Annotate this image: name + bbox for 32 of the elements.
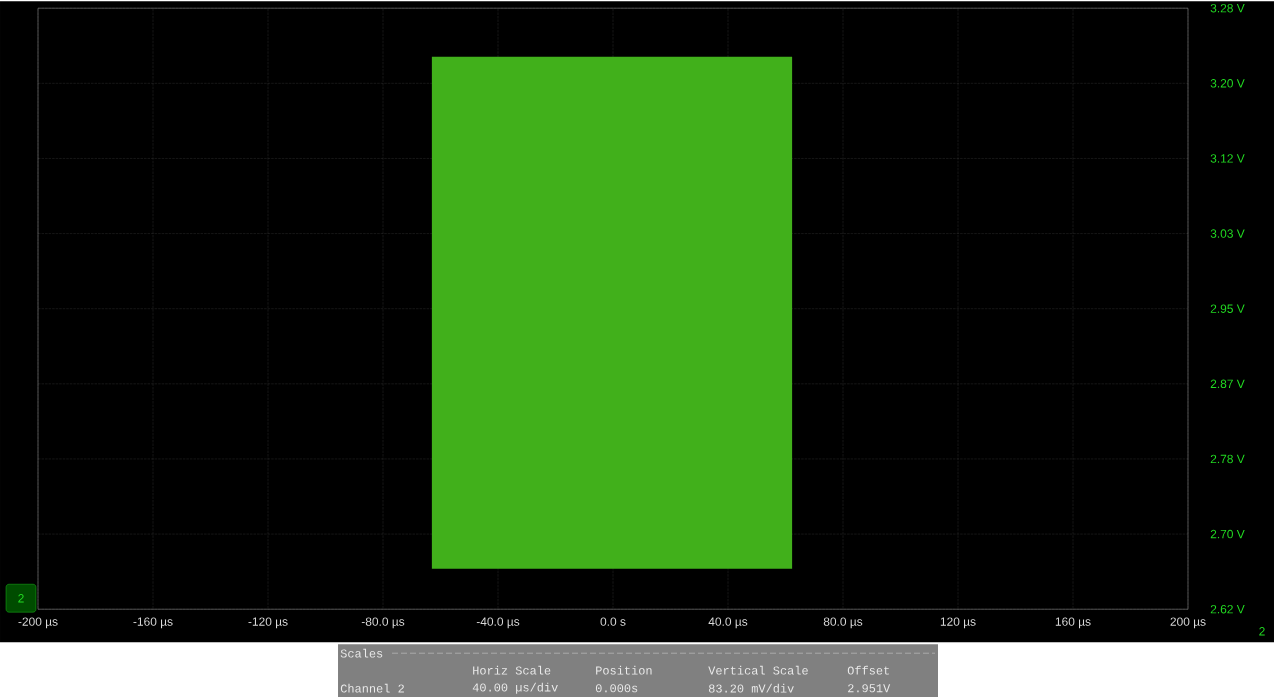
text: Horiz Scale — [473, 665, 551, 675]
y-tick-label: 2.70 V — [1210, 529, 1245, 539]
y-tick-label: 2.95 V — [1210, 304, 1245, 313]
x-tick-label: -160 µs — [133, 617, 173, 629]
text: Scales — [340, 648, 383, 658]
text: 40.00 µs/div — [472, 682, 558, 694]
y-tick-label: 3.28 V — [1210, 3, 1245, 13]
y-tick-label: 3.20 V — [1210, 79, 1245, 88]
text: Position — [596, 665, 652, 675]
x-tick-label: -40.0 µs — [476, 617, 520, 629]
text: Offset — [847, 665, 890, 675]
text: 0.000s — [595, 684, 638, 693]
x-tick-label: 160 µs — [1055, 617, 1091, 629]
y-tick-label: 2.87 V — [1210, 379, 1245, 388]
y-tick-label: 3.03 V — [1210, 229, 1245, 238]
x-tick-label: -80.0 µs — [361, 617, 405, 629]
y-tick-label: 3.12 V — [1210, 154, 1245, 163]
x-tick-label: -200 µs — [18, 617, 58, 629]
text: 2.951V — [848, 684, 891, 693]
text: 2 — [1259, 626, 1265, 636]
text: 2 — [18, 593, 24, 603]
x-tick-label: 120 µs — [940, 617, 976, 629]
x-tick-label: 200 µs — [1170, 617, 1206, 629]
text: Channel 2 — [340, 683, 404, 693]
x-tick-label: -120 µs — [248, 617, 288, 629]
x-tick-label: 0.0 s — [600, 617, 626, 626]
text: 83.20 mV/div — [708, 683, 794, 693]
x-tick-label: 40.0 µs — [708, 617, 748, 629]
text: Vertical Scale — [708, 665, 808, 675]
y-tick-label: 2.78 V — [1210, 454, 1245, 464]
x-tick-label: 80.0 µs — [823, 617, 863, 629]
y-tick-label: 2.62 V — [1210, 604, 1245, 614]
